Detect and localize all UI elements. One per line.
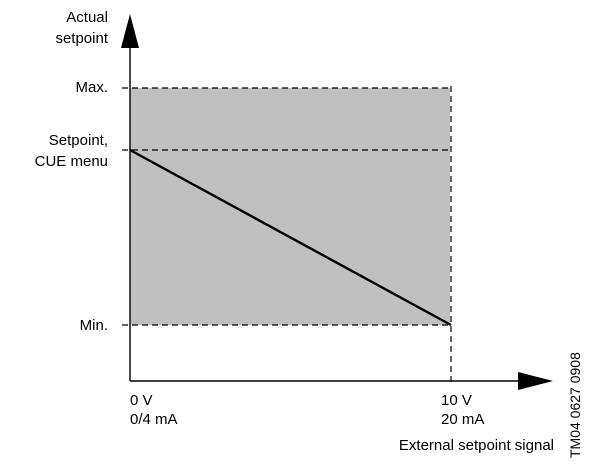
x-end-label-line1: 10 V [441, 392, 472, 409]
min-label: Min. [80, 317, 108, 334]
max-label: Max. [75, 79, 108, 96]
y-axis-label-line2: setpoint [55, 30, 108, 47]
setpoint-range-band [130, 88, 450, 325]
x-start-label-line2: 0/4 mA [130, 411, 178, 428]
setpoint-label-line1: Setpoint, [49, 132, 108, 149]
y-axis-arrow [121, 14, 139, 48]
x-axis-title: External setpoint signal [399, 437, 554, 454]
x-start-label-line1: 0 V [130, 392, 153, 409]
drawing-number: TM04 0627 0908 [567, 352, 583, 458]
setpoint-label-line2: CUE menu [35, 153, 108, 170]
x-axis-arrow [518, 372, 553, 390]
y-axis-label-line1: Actual [66, 9, 108, 26]
setpoint-curve [129, 148, 452, 327]
x-end-label-line2: 20 mA [441, 411, 484, 428]
